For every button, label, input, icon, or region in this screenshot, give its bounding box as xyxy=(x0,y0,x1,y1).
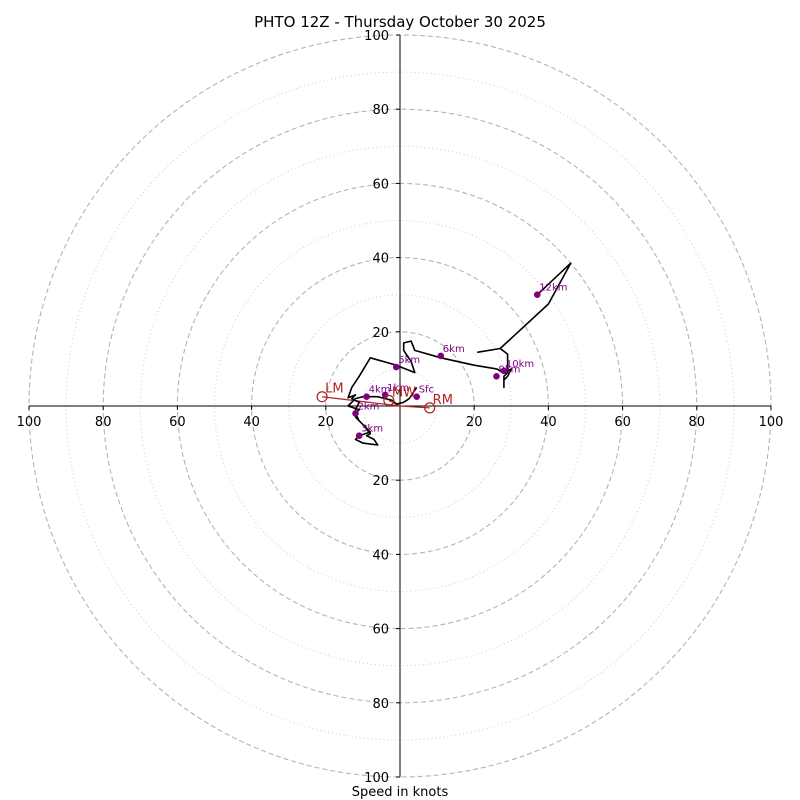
height-label-10km: 10km xyxy=(506,359,534,370)
hodograph-trace xyxy=(347,262,572,446)
y-tick-label-bottom-80: 80 xyxy=(372,697,389,712)
y-tick-label-bottom-40: 40 xyxy=(372,548,389,563)
motion-marker-mw xyxy=(383,394,395,407)
y-tick-label-bottom-60: 60 xyxy=(372,623,389,638)
motion-label-mw: MW xyxy=(392,385,416,400)
y-tick-label-top-20: 20 xyxy=(372,326,389,341)
height-marker-4km xyxy=(363,393,370,401)
y-tick-label-top-100: 100 xyxy=(364,29,389,44)
height-label-1km: 1km xyxy=(387,383,409,394)
height-label-12km: 12km xyxy=(539,283,567,294)
x-tick-label-right-100: 100 xyxy=(759,415,784,430)
height-marker-sfc xyxy=(413,393,420,401)
x-axis-label: Speed in knots xyxy=(352,785,449,800)
y-tick-label-top-60: 60 xyxy=(372,177,389,192)
height-label-2km: 2km xyxy=(357,401,379,412)
height-label-3km: 3km xyxy=(361,424,383,435)
motion-marker-rm xyxy=(424,402,436,414)
x-tick-label-left-40: 40 xyxy=(243,415,260,430)
height-label-6km: 6km xyxy=(443,344,465,355)
x-tick-label-right-60: 60 xyxy=(614,415,631,430)
x-tick-label-left-100: 100 xyxy=(17,415,42,430)
height-label-5km: 5km xyxy=(398,355,420,366)
y-tick-label-top-40: 40 xyxy=(372,252,389,267)
x-tick-label-right-40: 40 xyxy=(540,415,557,430)
height-label-9km: 9km xyxy=(498,364,520,375)
height-marker-2km xyxy=(352,410,359,417)
chart-title: PHTO 12Z - Thursday October 30 2025 xyxy=(254,13,546,31)
motion-label-rm: RM xyxy=(433,393,453,408)
height-marker-9km xyxy=(493,373,500,380)
y-tick-label-bottom-20: 20 xyxy=(372,474,389,489)
height-label-4km: 4km xyxy=(369,385,391,396)
x-tick-label-left-60: 60 xyxy=(169,415,186,430)
x-tick-label-right-20: 20 xyxy=(466,415,483,430)
height-marker-5km xyxy=(392,363,400,371)
y-tick-label-bottom-100: 100 xyxy=(364,771,389,786)
motion-label-lm: LM xyxy=(325,382,343,397)
x-tick-label-right-80: 80 xyxy=(689,415,706,430)
y-tick-label-top-80: 80 xyxy=(372,103,389,118)
x-tick-label-left-80: 80 xyxy=(95,415,112,430)
x-tick-label-left-20: 20 xyxy=(318,415,335,430)
motion-marker-lm xyxy=(316,391,328,403)
height-marker-10km xyxy=(500,367,508,375)
height-marker-3km xyxy=(355,432,363,439)
height-label-sfc: Sfc xyxy=(419,385,434,396)
height-marker-12km xyxy=(533,291,541,299)
height-marker-6km xyxy=(437,352,445,360)
